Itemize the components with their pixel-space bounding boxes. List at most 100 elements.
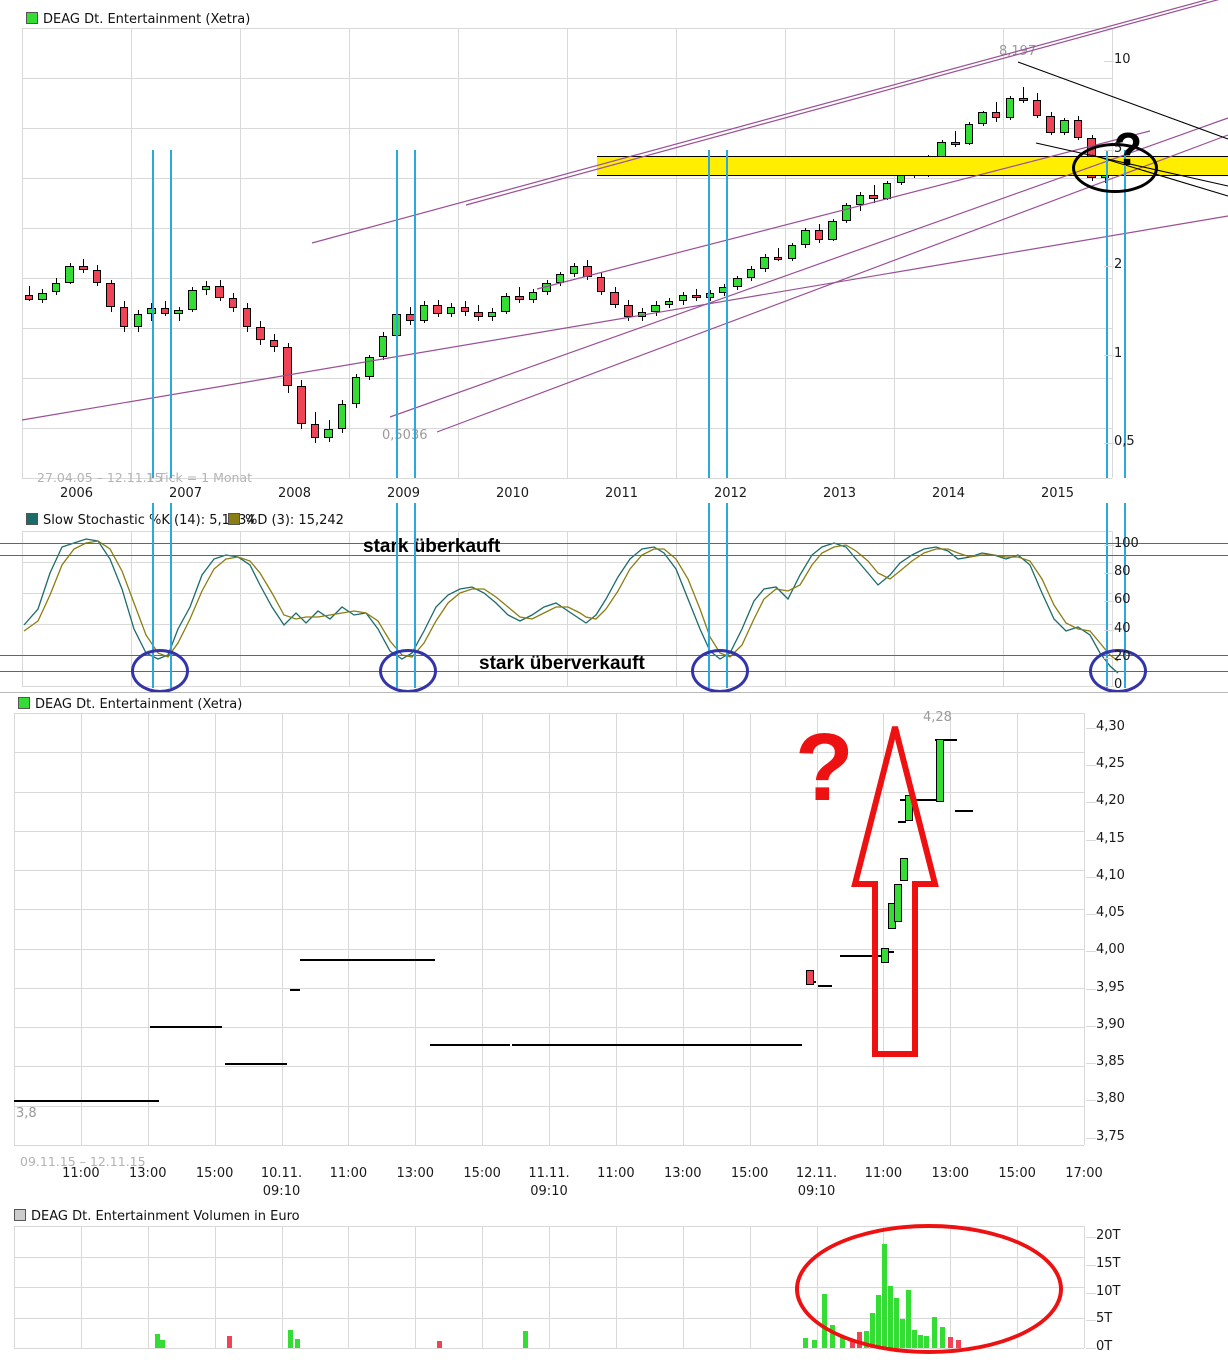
candle-body	[79, 266, 88, 270]
oversold-circle	[1089, 649, 1147, 693]
candle-body	[201, 285, 211, 291]
candle-body	[215, 285, 224, 299]
candle-body	[501, 296, 510, 312]
intraday-x-tick-label: 15:00	[195, 1166, 234, 1181]
stochastic-k-line	[23, 538, 1119, 674]
intraday-y-tick-mark	[1086, 1063, 1096, 1065]
y-tick-mark	[1104, 61, 1114, 63]
candle-body	[310, 424, 320, 439]
volume-bar	[830, 1324, 835, 1348]
oversold-line-lower	[0, 671, 1228, 672]
intraday-y-tick-mark	[1086, 951, 1096, 953]
candle-body	[842, 204, 851, 221]
wedge-line-upper	[1017, 61, 1228, 140]
candle-wick	[28, 285, 30, 302]
candle-body	[297, 386, 306, 425]
volume-bar	[523, 1331, 528, 1348]
price-tick-segment	[888, 951, 894, 954]
intraday-y-tick-label: 4,25	[1096, 756, 1125, 772]
price-tick-segment	[150, 1025, 222, 1028]
stoch-y-tick-mark	[1104, 573, 1114, 575]
volume-bar	[437, 1341, 442, 1348]
stochastic-legend-d: %D (3): 15,242	[228, 513, 344, 528]
grid-line-v	[281, 713, 283, 1145]
y-tick-mark	[1104, 149, 1114, 151]
candle-body	[596, 277, 606, 292]
grid-line-h	[14, 1145, 1084, 1146]
stoch-y-tick-label: 80	[1114, 564, 1131, 580]
price-tick-segment	[935, 739, 957, 742]
candle-body	[460, 306, 470, 312]
intraday-y-tick-mark	[1086, 727, 1096, 729]
grid-line-v	[240, 28, 241, 478]
signal-marker-line	[396, 150, 398, 478]
legend-swatch-price-icon	[26, 12, 38, 24]
oversold-line-upper	[0, 655, 1228, 656]
grid-line-v	[348, 713, 350, 1145]
intraday-candle-body	[900, 858, 908, 881]
candle-body	[378, 335, 388, 358]
y-tick-mark	[1104, 443, 1114, 445]
intraday-x-tick-label: 13:00	[396, 1166, 434, 1181]
grid-line-v	[682, 1226, 684, 1348]
candle-body	[65, 266, 74, 283]
intraday-y-tick-mark	[1086, 802, 1096, 804]
intraday-candle-body	[806, 969, 814, 985]
grid-line-v	[1017, 713, 1019, 1145]
candle-wick	[996, 101, 998, 123]
intraday-y-tick-mark	[1086, 765, 1096, 767]
stoch-y-tick-mark	[1104, 601, 1114, 603]
volume-bar	[850, 1340, 855, 1348]
candle-body	[228, 298, 238, 309]
candle-wick	[83, 259, 85, 273]
signal-marker-line	[708, 503, 710, 688]
y-tick-label: 1	[1114, 345, 1123, 361]
grid-line-v	[883, 713, 885, 1145]
stoch-y-tick-mark	[1104, 545, 1114, 547]
volume-y-tick-label: 15T	[1096, 1255, 1121, 1271]
candle-body	[487, 311, 497, 318]
y-tick-label: 0,5	[1114, 434, 1135, 450]
candle-body	[174, 310, 183, 314]
grid-line-v	[482, 713, 484, 1145]
intraday-x-tick-label: 11:00	[597, 1166, 635, 1181]
volume-bar	[160, 1340, 165, 1348]
volume-y-tick-mark	[1086, 1348, 1096, 1349]
grid-line-v	[1003, 531, 1004, 686]
x-tick-label: 2008	[277, 486, 312, 501]
intraday-y-tick-label: 4,10	[1096, 867, 1125, 883]
grid-line-v	[348, 1226, 350, 1348]
candle-body	[692, 294, 701, 299]
volume-bar	[227, 1335, 232, 1348]
candle-body	[773, 256, 783, 260]
grid-line-v	[415, 713, 417, 1145]
intraday-question-mark: ?	[795, 714, 854, 821]
stoch-y-tick-label: 100	[1114, 536, 1139, 552]
intraday-x-tick-label: 17:00	[1065, 1166, 1103, 1181]
signal-marker-line	[1124, 503, 1126, 688]
volume-bar	[840, 1336, 845, 1348]
trendline-mid-1	[465, 0, 1220, 206]
candle-wick	[873, 184, 875, 203]
candle-body	[664, 301, 674, 305]
intraday-x-tick-label: 11:00	[62, 1166, 100, 1181]
volume-y-tick-mark	[1086, 1320, 1096, 1322]
candle-body	[610, 291, 619, 305]
legend-swatch-volume-icon	[14, 1209, 26, 1221]
grid-line-v	[458, 28, 459, 478]
grid-line-h	[22, 686, 1112, 687]
intraday-y-tick-mark	[1086, 1137, 1096, 1139]
intraday-y-tick-label: 4,20	[1096, 793, 1125, 809]
intraday-y-tick-label: 3,95	[1096, 979, 1125, 995]
stochastic-d-label: %D (3): 15,242	[245, 513, 344, 528]
grid-line-v	[894, 28, 895, 478]
candle-body	[814, 230, 824, 241]
intraday-x-tick-label: 15:00	[463, 1166, 501, 1181]
grid-line-v	[22, 531, 23, 686]
resistance-band	[597, 156, 1228, 176]
stochastic-panel: Slow Stochastic %K (14): 5,1734 %D (3): …	[0, 503, 1228, 693]
volume-panel: DEAG Dt. Entertainment Volumen in Euro 2…	[0, 1206, 1228, 1368]
monthly-range-label: 27.04.05 – 12.11.15	[37, 470, 163, 485]
candle-body	[991, 112, 1001, 119]
candle-body	[351, 376, 361, 404]
